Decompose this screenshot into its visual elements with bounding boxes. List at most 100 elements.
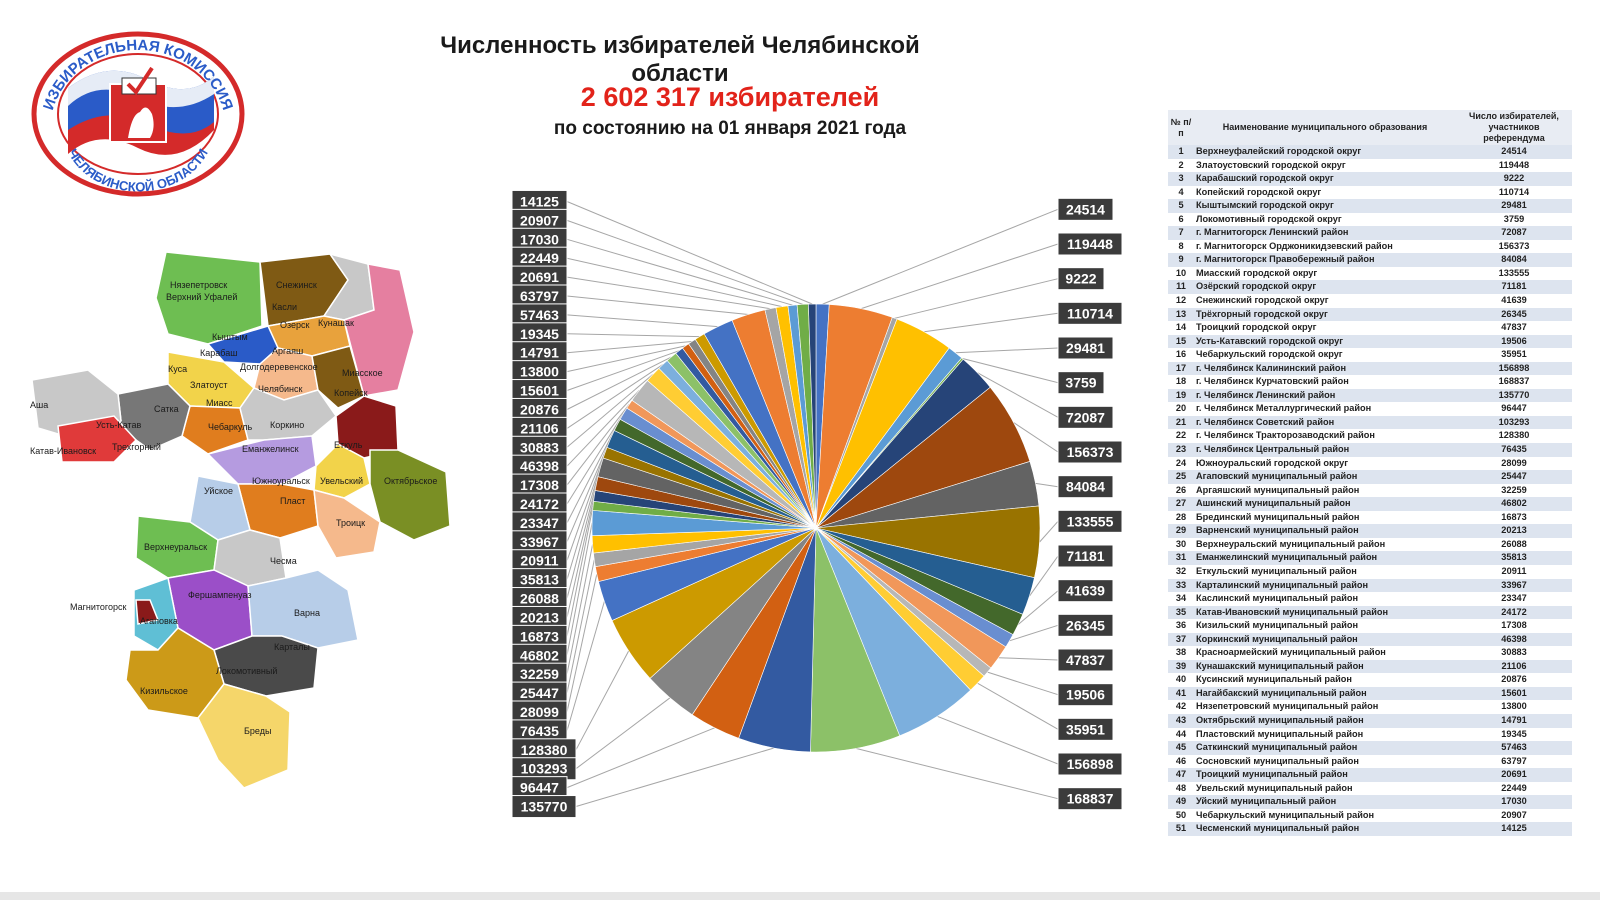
election-commission-logo: ИЗБИРАТЕЛЬНАЯ КОМИССИЯ ЧЕЛЯБИНСКОЙ ОБЛАС… (31, 31, 245, 197)
region-map: Нязепетровск Снежинск Верхний Уфалей Кас… (30, 251, 451, 789)
data-label: 72087 (1066, 409, 1105, 425)
table-row: 1 Верхнеуфалейский городской округ 24514 (1168, 145, 1572, 159)
row-number: 42 (1168, 700, 1194, 714)
row-number: 3 (1168, 172, 1194, 186)
map-label: Коркино (270, 420, 304, 430)
table-row: 31 Еманжелинский муниципальный район 35813 (1168, 551, 1572, 565)
data-label: 19506 (1066, 687, 1105, 703)
map-label: Долгодеревенское (240, 362, 318, 372)
data-label: 57463 (520, 307, 559, 323)
table-row: 7 г. Магнитогорск Ленинский район 72087 (1168, 226, 1572, 240)
row-name: Карабашский городской округ (1194, 172, 1456, 186)
data-label: 41639 (1066, 583, 1105, 599)
table-row: 16 Чебаркульский городской округ 35951 (1168, 348, 1572, 362)
data-label: 14125 (520, 193, 559, 209)
row-number: 48 (1168, 781, 1194, 796)
leader-line (855, 747, 1059, 800)
map-label: Куса (168, 364, 187, 374)
map-label: Магнитогорск (70, 602, 127, 612)
table-row: 17 г. Челябинск Калининский район 156898 (1168, 361, 1572, 376)
row-name: Чебаркульский муниципальный район (1194, 808, 1456, 823)
row-voters: 20911 (1456, 564, 1572, 579)
table-row: 44 Пластовский муниципальный район 19345 (1168, 727, 1572, 742)
table-row: 11 Озёрский городской округ 71181 (1168, 280, 1572, 295)
row-number: 5 (1168, 199, 1194, 213)
leader-line (566, 238, 793, 306)
row-voters: 23347 (1456, 592, 1572, 606)
leader-line (566, 505, 594, 637)
leader-line (566, 333, 700, 338)
data-label: 84084 (1066, 479, 1105, 495)
row-voters: 26088 (1456, 537, 1572, 552)
row-voters: 47837 (1456, 321, 1572, 335)
table-row: 47 Троицкий муниципальный район 20691 (1168, 768, 1572, 782)
row-name: Катав-Ивановский муниципальный район (1194, 605, 1456, 620)
data-label: 24514 (1066, 201, 1105, 217)
row-voters: 17030 (1456, 795, 1572, 809)
leader-line (566, 356, 672, 410)
map-label: Миасс (206, 398, 233, 408)
table-row: 25 Агаповский муниципальный район 25447 (1168, 470, 1572, 484)
voters-pie-chart: 24514 119448 9222 110714 29481 3759 72087 15637… (511, 189, 1123, 819)
row-name: Южноуральский городской округ (1194, 456, 1456, 471)
row-voters: 41639 (1456, 294, 1572, 308)
leader-line (566, 559, 595, 694)
row-voters: 16873 (1456, 510, 1572, 525)
table-row: 13 Трёхгорный городской округ 26345 (1168, 307, 1572, 322)
row-name: Еткульский муниципальный район (1194, 564, 1456, 579)
row-voters: 13800 (1456, 700, 1572, 714)
row-name: Локомотивный городской округ (1194, 212, 1456, 227)
row-voters: 25447 (1456, 470, 1572, 484)
row-voters: 35951 (1456, 348, 1572, 362)
table-row: 49 Уйский муниципальный район 17030 (1168, 795, 1572, 809)
row-number: 14 (1168, 321, 1194, 335)
table-row: 50 Чебаркульский муниципальный район 20907 (1168, 808, 1572, 823)
row-voters: 33967 (1456, 578, 1572, 593)
table-row: 28 Брединский муниципальный район 16873 (1168, 510, 1572, 525)
data-label: 96447 (520, 780, 559, 796)
data-label: 28099 (520, 704, 559, 720)
row-name: г. Челябинск Центральный район (1194, 443, 1456, 457)
data-label: 17030 (520, 231, 559, 247)
row-number: 34 (1168, 592, 1194, 606)
row-voters: 14791 (1456, 713, 1572, 728)
map-label: Еткуль (334, 440, 363, 450)
leader-line (1035, 482, 1059, 488)
table-row: 37 Коркинский муниципальный район 46398 (1168, 632, 1572, 647)
leader-line (566, 452, 606, 561)
row-number: 28 (1168, 510, 1194, 525)
row-number: 1 (1168, 145, 1194, 159)
row-number: 49 (1168, 795, 1194, 809)
data-label: 14791 (520, 345, 559, 361)
as-of-date: по состоянию на 01 января 2021 года (553, 118, 907, 139)
map-label: Миасское (342, 368, 383, 378)
col-header-number: № п/п (1168, 110, 1194, 145)
row-name: Верхнеуральский муниципальный район (1194, 537, 1456, 552)
table-row: 29 Варненский муниципальный район 20213 (1168, 524, 1572, 538)
map-label: Кыштым (212, 332, 248, 342)
data-label: 17308 (520, 477, 559, 493)
table-row: 10 Миасский городской округ 133555 (1168, 266, 1572, 281)
row-voters: 28099 (1456, 456, 1572, 471)
row-number: 32 (1168, 564, 1194, 579)
row-voters: 21106 (1456, 659, 1572, 674)
region-districts (31, 251, 451, 789)
data-label: 3759 (1065, 375, 1096, 391)
row-number: 23 (1168, 443, 1194, 457)
map-label: Озерск (280, 320, 310, 330)
map-label: Сатка (154, 404, 179, 414)
map-label: Верхний Уфалей (166, 292, 237, 302)
row-voters: 30883 (1456, 646, 1572, 660)
row-name: Троицкий муниципальный район (1194, 768, 1456, 782)
leader-line (822, 208, 1059, 305)
row-number: 24 (1168, 456, 1194, 471)
table-row: 35 Катав-Ивановский муниципальный район 24… (1168, 605, 1572, 620)
row-name: Озёрский городской округ (1194, 280, 1456, 295)
map-label: Нязепетровск (170, 280, 227, 290)
row-voters: 135770 (1456, 388, 1572, 403)
data-label: 46398 (520, 458, 559, 474)
row-voters: 24172 (1456, 605, 1572, 620)
leader-line (566, 522, 593, 656)
row-number: 44 (1168, 727, 1194, 742)
table-row: 42 Нязепетровский муниципальный район 1380… (1168, 700, 1572, 714)
